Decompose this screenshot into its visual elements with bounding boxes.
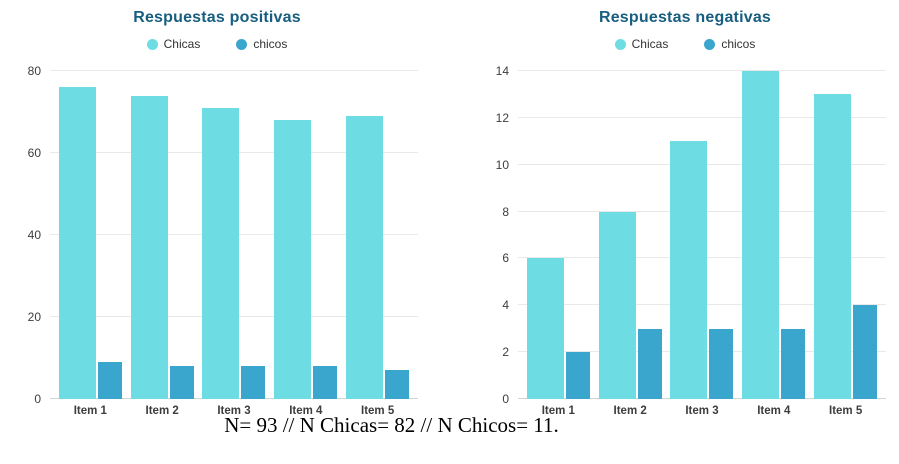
y-axis-tick-label: 12: [495, 110, 509, 125]
bar-group-item-5: Item 5: [814, 71, 878, 417]
bar-chicas-item-2: [130, 95, 168, 399]
bar-group-item-2: Item 2: [598, 71, 662, 417]
bar-chicos-item-4: [313, 366, 338, 399]
gridline: [518, 70, 886, 71]
chart-respuestas-positivas: Respuestas positivas Chicas chicos 0 20 40…: [16, 8, 418, 417]
legend-label-chicas: Chicas: [631, 37, 669, 51]
bar-chicos-item-1: [97, 362, 122, 399]
chart-legend: Chicas chicos: [484, 37, 886, 51]
y-axis-tick-label: 20: [27, 310, 41, 324]
x-axis-category-label: Item 2: [613, 405, 647, 417]
bar-chicos-item-5: [853, 305, 878, 399]
y-axis-tick-label: 2: [502, 345, 509, 360]
legend-dot-chicas-icon: [614, 38, 626, 50]
x-axis-category-label: Item 4: [289, 405, 323, 417]
x-axis-category-label: Item 1: [73, 405, 107, 417]
bar-group-item-4: Item 4: [742, 71, 806, 417]
chart-legend: Chicas chicos: [16, 37, 418, 51]
figure-caption: N= 93 // N Chicas= 82 // N Chicos= 11.: [224, 413, 559, 437]
y-axis-tick-label: 6: [502, 251, 509, 266]
bar-chicas-item-1: [58, 87, 96, 399]
bar-group-item-3: Item 3: [670, 71, 734, 417]
chart-title: Respuestas negativas: [598, 9, 772, 26]
bar-chicos-item-4: [781, 328, 806, 399]
chart-title: Respuestas positivas: [133, 9, 301, 26]
y-axis-tick-label: 4: [502, 298, 509, 313]
bar-group-item-1: Item 1: [526, 71, 590, 417]
bar-chicas-item-4: [274, 120, 312, 399]
bar-chicas-item-3: [670, 141, 708, 399]
x-axis-category-label: Item 3: [685, 405, 719, 417]
y-axis-tick-label: 40: [27, 228, 41, 242]
y-axis-tick-label: 10: [495, 157, 509, 172]
legend-item-chicos: chicos: [704, 37, 755, 51]
legend-dot-chicas-icon: [146, 38, 158, 50]
y-axis-labels: 0 2 4 6 8 10 12 14: [484, 65, 518, 405]
bar-chicas-item-5: [346, 116, 384, 399]
legend-dot-chicos-icon: [704, 38, 716, 50]
legend-item-chicas: Chicas: [614, 37, 669, 51]
y-axis-tick-label: 60: [27, 146, 41, 160]
charts-row: Respuestas positivas Chicas chicos 0 20 40…: [16, 8, 886, 417]
bar-chicos-item-3: [241, 366, 266, 399]
x-axis-category-label: Item 3: [217, 405, 251, 417]
y-axis-tick-label: 0: [502, 392, 509, 406]
bar-group-item-4: Item 4: [274, 71, 338, 417]
bar-chicas-item-3: [202, 107, 240, 399]
y-axis-tick-label: 0: [34, 392, 41, 406]
y-axis-labels: 0 20 40 60 80: [16, 65, 50, 405]
legend-label-chicos: chicos: [253, 37, 288, 51]
x-axis-category-label: Item 1: [541, 405, 575, 417]
y-axis-tick-label: 8: [502, 204, 509, 219]
y-axis-tick-label: 14: [495, 64, 509, 78]
bar-chicas-item-1: [526, 258, 564, 399]
y-axis-tick-label: 80: [27, 64, 41, 78]
plot-area: Item 1 Item 2 Item 3 Item 4 Item 5: [518, 70, 886, 417]
bar-chicos-item-1: [565, 352, 590, 399]
x-axis-category-label: Item 5: [829, 405, 863, 417]
bar-chicos-item-2: [169, 366, 194, 399]
x-axis-category-label: Item 5: [361, 405, 395, 417]
x-axis-category-label: Item 2: [145, 405, 179, 417]
bar-group-item-3: Item 3: [202, 71, 266, 417]
bar-groups: Item 1 Item 2 Item 3 Item 4 Item 5: [50, 71, 418, 417]
legend-dot-chicos-icon: [236, 38, 248, 50]
plot-row: 0 20 40 60 80 Item 1 Item 2 Item 3 Item 4 Item 5: [16, 65, 418, 417]
legend-item-chicas: Chicas: [146, 37, 201, 51]
gridline: [50, 70, 418, 71]
bar-chicas-item-4: [742, 71, 780, 399]
plot-area: Item 1 Item 2 Item 3 Item 4 Item 5: [50, 70, 418, 417]
gridline: [518, 116, 886, 118]
bar-chicos-item-2: [637, 328, 662, 399]
bar-groups: Item 1 Item 2 Item 3 Item 4 Item 5: [518, 71, 886, 417]
bar-chicas-item-2: [598, 211, 636, 399]
legend-label-chicas: Chicas: [163, 37, 201, 51]
bar-chicos-item-5: [385, 370, 410, 399]
legend-label-chicos: chicos: [721, 37, 756, 51]
bar-chicas-item-5: [814, 94, 852, 399]
bar-group-item-2: Item 2: [130, 71, 194, 417]
bar-chicos-item-3: [709, 328, 734, 399]
bar-group-item-5: Item 5: [346, 71, 410, 417]
plot-row: 0 2 4 6 8 10 12 14 Item 1 Item 2 Item 3 Item 4 Item…: [484, 65, 886, 417]
bar-group-item-1: Item 1: [58, 71, 122, 417]
x-axis-category-label: Item 4: [757, 405, 791, 417]
legend-item-chicos: chicos: [236, 37, 287, 51]
chart-respuestas-negativas: Respuestas negativas Chicas chicos 0 2 4 6 8…: [484, 8, 886, 417]
